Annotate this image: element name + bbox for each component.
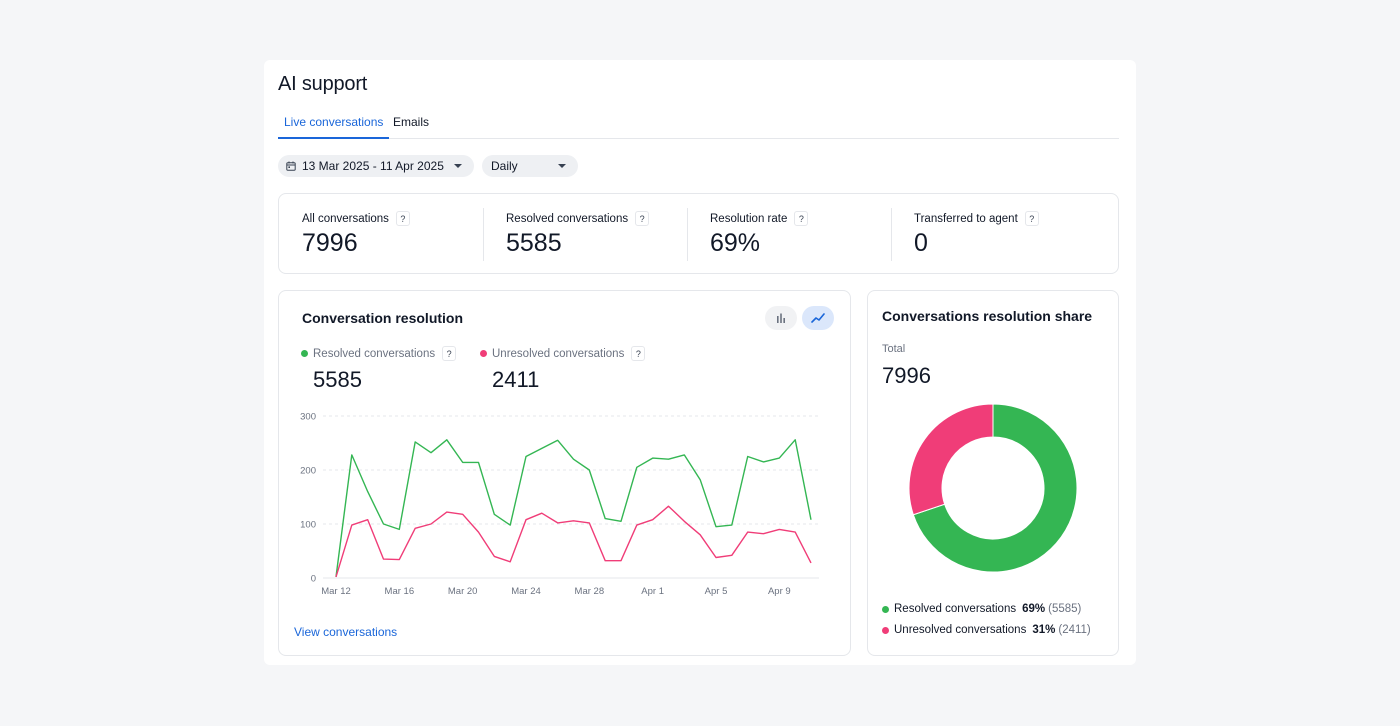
donut-chart bbox=[908, 403, 1078, 573]
x-tick-label: Mar 16 bbox=[385, 586, 415, 597]
unresolved-dot bbox=[480, 350, 487, 357]
bar-chart-icon bbox=[777, 313, 785, 323]
total-label: Total bbox=[882, 343, 906, 355]
y-tick-label: 300 bbox=[300, 412, 316, 423]
tab-emails[interactable]: Emails bbox=[393, 115, 430, 129]
tab-live-conversations[interactable]: Live conversations bbox=[278, 115, 390, 139]
stat-label: Resolved conversations bbox=[506, 212, 629, 225]
stat-label: Transferred to agent bbox=[914, 212, 1018, 225]
help-icon[interactable]: ? bbox=[395, 211, 410, 226]
x-tick-label: Apr 9 bbox=[768, 586, 791, 597]
legend-label: Resolved conversations bbox=[313, 347, 436, 360]
help-icon[interactable]: ? bbox=[1024, 211, 1039, 226]
resolved-dot bbox=[301, 350, 308, 357]
stat-value: 69% bbox=[710, 229, 761, 257]
stats-bar: All conversations? 7996 Resolved convers… bbox=[278, 193, 1119, 274]
help-icon[interactable]: ? bbox=[635, 211, 650, 226]
share-label: Unresolved conversations bbox=[894, 624, 1027, 636]
share-unresolved: Unresolved conversations 31% (2411) bbox=[882, 624, 1091, 636]
help-icon[interactable]: ? bbox=[794, 211, 809, 226]
unresolved-slice[interactable] bbox=[908, 403, 994, 516]
stat-value: 0 bbox=[914, 229, 928, 257]
period-select[interactable]: Daily bbox=[482, 155, 578, 177]
y-tick-label: 0 bbox=[311, 574, 316, 585]
y-tick-label: 200 bbox=[300, 466, 316, 477]
legend-unresolved: Unresolved conversations ? bbox=[480, 346, 646, 361]
y-tick-label: 100 bbox=[300, 520, 316, 531]
line-chart-toggle[interactable] bbox=[802, 306, 834, 330]
divider bbox=[687, 208, 688, 261]
legend-label: Unresolved conversations bbox=[492, 347, 625, 360]
resolved-total: 5585 bbox=[313, 367, 362, 392]
bar-chart-toggle[interactable] bbox=[765, 306, 797, 330]
stat-label: Resolution rate bbox=[710, 212, 788, 225]
stat-label: All conversations bbox=[302, 212, 389, 225]
stat-value: 7996 bbox=[302, 229, 358, 257]
unresolved-total: 2411 bbox=[492, 367, 540, 392]
x-tick-label: Apr 5 bbox=[705, 586, 728, 597]
date-range-select[interactable]: 13 Mar 2025 - 11 Apr 2025 bbox=[278, 155, 474, 177]
total-value: 7996 bbox=[882, 363, 931, 388]
unresolved-series-line bbox=[335, 505, 812, 578]
tab-bar: Live conversations Emails bbox=[278, 110, 1119, 139]
help-icon[interactable]: ? bbox=[442, 346, 457, 361]
x-tick-label: Mar 28 bbox=[575, 586, 605, 597]
resolved-slice[interactable] bbox=[912, 403, 1078, 573]
caret-down-icon bbox=[454, 164, 462, 168]
x-tick-label: Mar 12 bbox=[321, 586, 351, 597]
share-label: Resolved conversations bbox=[894, 603, 1017, 615]
line-chart-icon bbox=[811, 313, 825, 323]
divider bbox=[483, 208, 484, 261]
ai-support-panel: AI support Live conversations Emails 13 … bbox=[264, 60, 1136, 665]
page-title: AI support bbox=[278, 73, 368, 95]
unresolved-dot bbox=[882, 626, 889, 634]
resolution-share-card: Conversations resolution share Total 799… bbox=[867, 290, 1119, 656]
share-percent: 31% bbox=[1032, 624, 1056, 636]
x-tick-label: Apr 1 bbox=[641, 586, 664, 597]
share-count: (2411) bbox=[1058, 624, 1091, 636]
stat-value: 5585 bbox=[506, 229, 562, 257]
line-chart: 0 100 200 300 Mar 12 Mar 16 Mar 20 Mar 24 Mar 28… bbox=[300, 412, 819, 597]
share-resolved: Resolved conversations 69% (5585) bbox=[882, 603, 1081, 615]
caret-down-icon bbox=[558, 164, 566, 168]
view-conversations-link[interactable]: View conversations bbox=[294, 625, 398, 639]
conversation-resolution-card: Conversation resolution Resolved convers… bbox=[278, 290, 851, 656]
period-value: Daily bbox=[491, 159, 518, 173]
resolved-dot bbox=[882, 605, 889, 613]
help-icon[interactable]: ? bbox=[631, 346, 646, 361]
calendar-icon bbox=[286, 161, 296, 171]
date-range-value: 13 Mar 2025 - 11 Apr 2025 bbox=[302, 159, 444, 173]
share-count: (5585) bbox=[1048, 603, 1082, 615]
share-percent: 69% bbox=[1022, 603, 1046, 615]
x-tick-label: Mar 20 bbox=[448, 586, 478, 597]
legend-resolved: Resolved conversations ? bbox=[301, 346, 457, 361]
divider bbox=[891, 208, 892, 261]
x-tick-label: Mar 24 bbox=[511, 586, 541, 597]
card-title: Conversation resolution bbox=[302, 310, 464, 326]
resolved-series-line bbox=[335, 439, 812, 577]
card-title: Conversations resolution share bbox=[882, 308, 1093, 324]
